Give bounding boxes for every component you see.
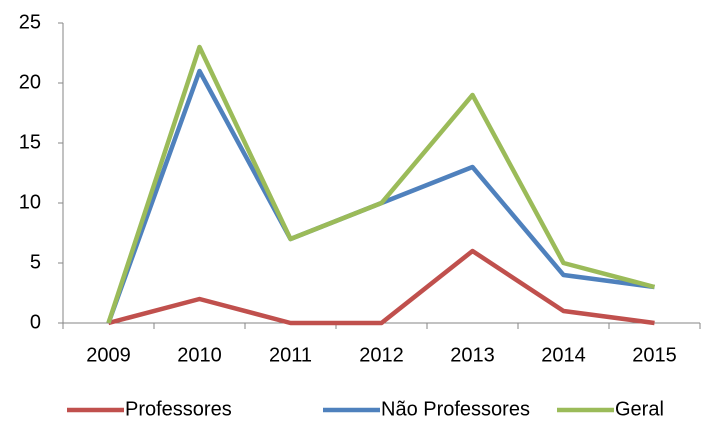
- x-tick-label: 2009: [86, 344, 131, 366]
- x-tick-label: 2015: [632, 344, 677, 366]
- y-tick-label: 20: [19, 71, 41, 93]
- legend-label: Não Professores: [381, 398, 530, 420]
- x-tick-label: 2012: [359, 344, 404, 366]
- y-tick-label: 15: [19, 131, 41, 153]
- x-tick-label: 2010: [177, 344, 222, 366]
- x-tick-label: 2013: [450, 344, 495, 366]
- legend-label: Professores: [125, 398, 232, 420]
- y-tick-label: 5: [30, 251, 41, 273]
- y-tick-label: 0: [30, 311, 41, 333]
- y-tick-label: 25: [19, 11, 41, 33]
- series-line: [106, 44, 656, 324]
- series-line: [106, 68, 655, 324]
- legend-label: Geral: [615, 398, 664, 420]
- x-tick-label: 2014: [541, 344, 586, 366]
- series-line: [107, 248, 655, 326]
- x-tick-label: 2011: [269, 344, 312, 366]
- y-tick-label: 10: [19, 191, 41, 213]
